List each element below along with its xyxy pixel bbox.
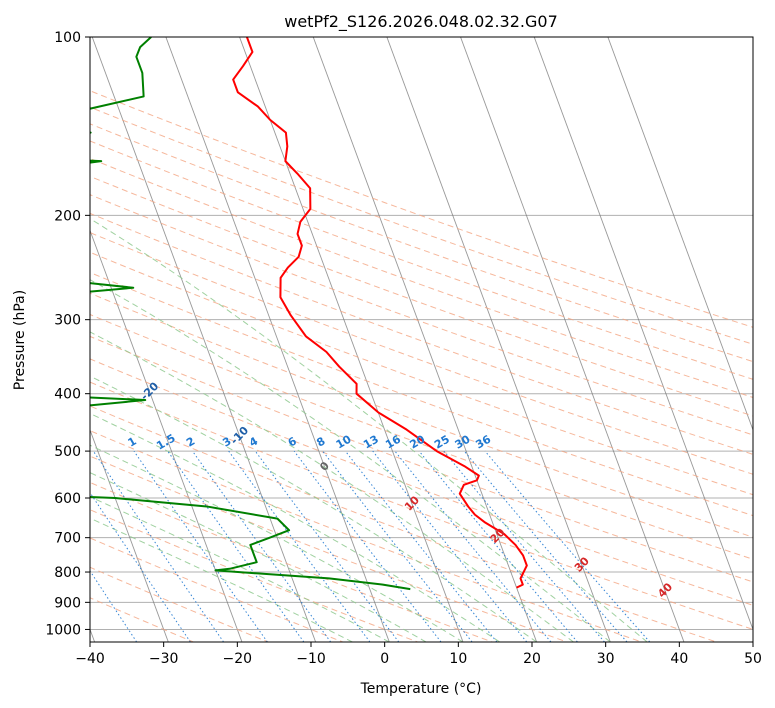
x-axis-ticks: −40 −30 −20 −10 0 10 20 30 40 50: [75, 642, 762, 667]
temperature-profile-line: [232, 37, 528, 589]
dry-adiabat-line: [90, 537, 345, 642]
dry-adiabat-line: [90, 232, 753, 475]
isotherm-line: [90, 229, 243, 642]
mixing-ratio-line: [192, 450, 332, 642]
x-axis-label: Temperature (°C): [360, 681, 482, 697]
mixing-ratio-line: [92, 450, 225, 642]
background-lines: [90, 37, 753, 642]
mixing-ratio-line: [254, 450, 400, 642]
x-tick-label: 20: [523, 651, 541, 667]
dewpoint-profile-line: [90, 37, 411, 591]
isotherm-line: [90, 428, 169, 642]
y-tick-label: 900: [54, 595, 81, 611]
isotherm-line: [312, 37, 538, 642]
mixing-ratio-line: [463, 450, 628, 642]
dry-adiabat-line: [90, 212, 753, 455]
x-tick-label: −40: [75, 651, 105, 667]
mixing-ratio-line: [133, 450, 268, 642]
mixing-ratio-line: [322, 450, 473, 642]
dry-adiabat-line: [90, 509, 419, 642]
moist-adiabat-line: [90, 375, 537, 642]
chart-title: wetPf2_S126.2026.048.02.32.G07: [284, 12, 558, 32]
mixing-ratio-line: [344, 450, 498, 642]
x-tick-label: −20: [223, 651, 253, 667]
y-tick-label: 300: [54, 313, 81, 329]
y-tick-label: 700: [54, 531, 81, 547]
dry-adiabat-line: [90, 405, 718, 642]
dry-adiabat-line: [90, 106, 753, 345]
y-axis-label: Pressure (hPa): [12, 290, 28, 390]
y-tick-label: 1000: [45, 622, 81, 638]
dry-adiabat-line: [90, 358, 753, 606]
dry-adiabat-line: [90, 271, 753, 517]
dry-adiabat-line: [90, 140, 753, 380]
isotherm-line: [165, 37, 390, 642]
x-tick-label: 10: [449, 651, 467, 667]
isotherm-line: [460, 37, 685, 642]
isotherm-line: [607, 37, 753, 432]
series-layer: [90, 37, 528, 591]
x-tick-label: 50: [744, 651, 762, 667]
x-tick-label: 0: [380, 651, 389, 667]
isotherm-line: [239, 37, 464, 642]
x-tick-label: 40: [670, 651, 688, 667]
plot-frame: [89, 36, 754, 643]
moist-adiabat-line: [90, 472, 427, 642]
mixing-ratio-line: [372, 450, 528, 642]
mixing-ratio-line: [394, 450, 552, 642]
y-tick-label: 100: [54, 30, 81, 46]
isotherm-line: [91, 37, 317, 642]
y-tick-label: 200: [54, 208, 81, 224]
moist-adiabat-line: [90, 496, 390, 642]
moist-adiabat-line: [90, 218, 648, 642]
moist-adiabat-line: [90, 517, 353, 642]
y-tick-label: 500: [54, 444, 81, 460]
mixing-ratio-line: [293, 450, 442, 642]
isotherm-line: [533, 37, 753, 631]
dry-adiabat-line: [90, 123, 753, 363]
dry-adiabat-line: [90, 481, 494, 642]
dry-adiabat-line: [90, 381, 753, 630]
y-tick-label: 400: [54, 387, 81, 403]
x-tick-label: −30: [149, 651, 179, 667]
y-tick-label: 600: [54, 491, 81, 507]
isotherm-line: [386, 37, 611, 642]
dry-adiabat-line: [90, 157, 753, 398]
moist-adiabat-line: [90, 331, 574, 642]
y-axis-ticks: 100 200 300 400 500 600 700 800 900 1000: [45, 30, 90, 638]
y-tick-label: 800: [54, 565, 81, 581]
x-tick-label: 30: [597, 651, 615, 667]
moist-adiabat-line: [90, 279, 611, 642]
dry-adiabat-line: [90, 251, 753, 496]
mixing-ratio-line: [418, 450, 578, 642]
x-tick-label: −10: [296, 651, 326, 667]
